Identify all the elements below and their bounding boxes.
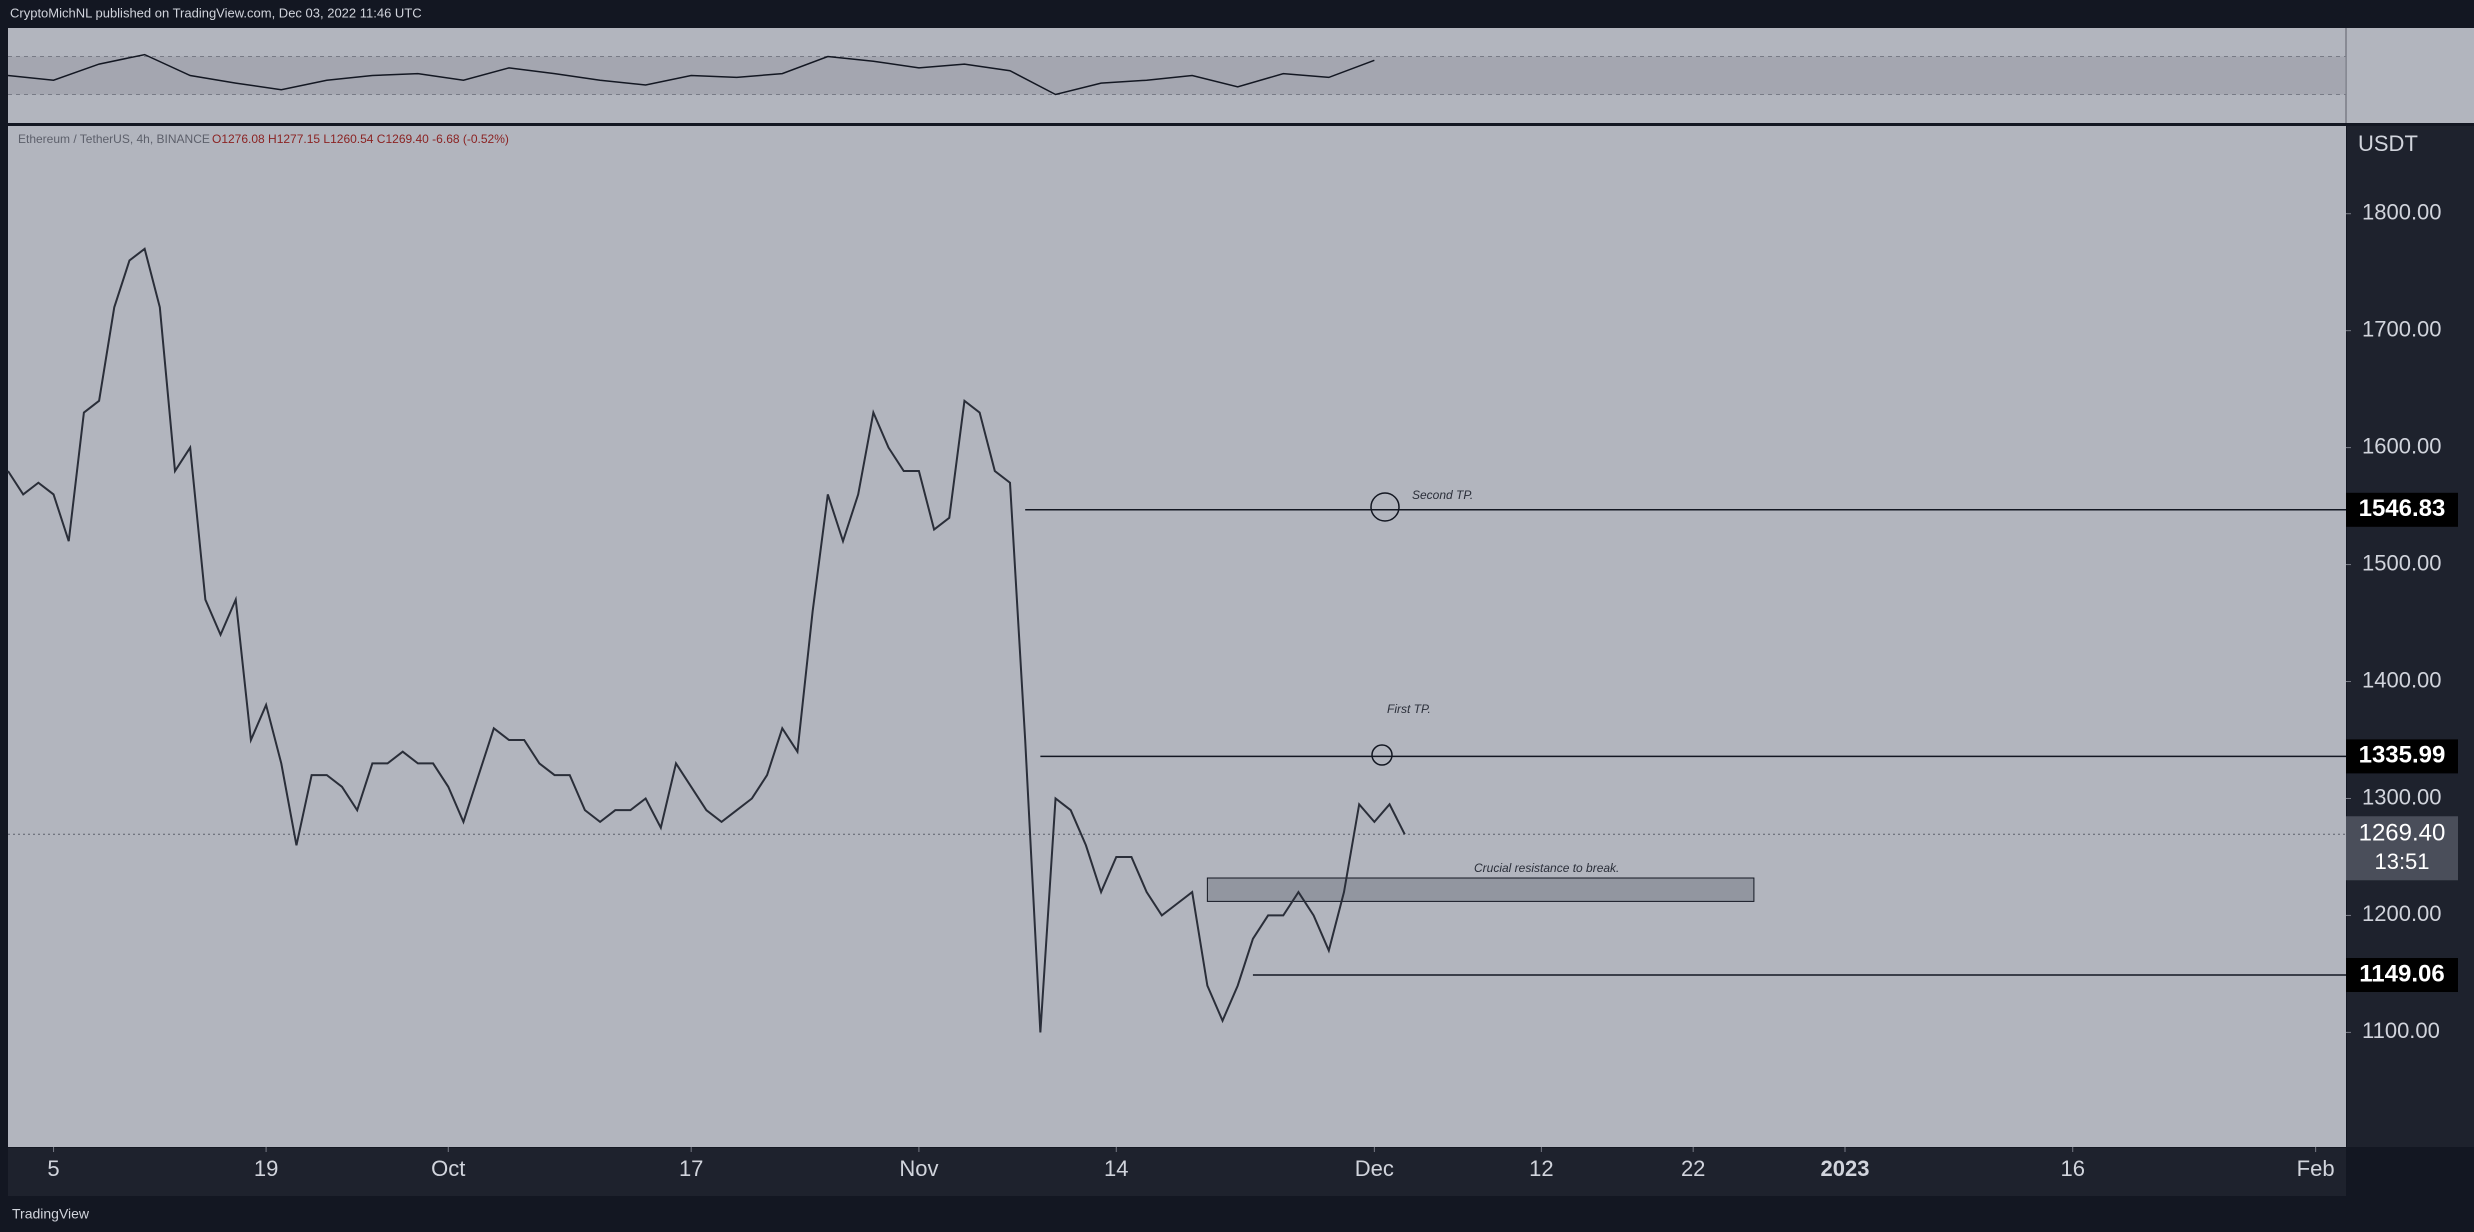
header: CryptoMichNL published on TradingView.co…	[10, 5, 422, 20]
annotation: First TP.	[1387, 702, 1431, 716]
level-label-box	[2346, 958, 2458, 993]
x-tick-label: 2023	[1821, 1156, 1870, 1181]
symbol: Ethereum / TetherUS, 4h, BINANCE	[18, 132, 210, 146]
footer: TradingView	[12, 1206, 90, 1222]
x-tick-label: 16	[2060, 1156, 2084, 1181]
price-line	[7, 247, 1406, 1033]
y-axis-unit: USDT	[2358, 131, 2418, 156]
x-tick-label: Feb	[2297, 1156, 2335, 1181]
x-tick-label: Dec	[1355, 1156, 1394, 1181]
x-tick-label: Nov	[899, 1156, 938, 1181]
y-tick-label: 1500.00	[2362, 550, 2442, 575]
y-tick-label: 1400.00	[2362, 667, 2442, 692]
x-tick-label: 14	[1104, 1156, 1128, 1181]
x-tick-label: 22	[1681, 1156, 1705, 1181]
last-price-box	[2346, 816, 2458, 881]
y-tick-label: 1800.00	[2362, 200, 2442, 225]
level-label: 1149.06	[2359, 960, 2444, 987]
price-axis	[2347, 126, 2474, 1147]
time-axis	[8, 1148, 2346, 1196]
x-tick-label: 17	[679, 1156, 703, 1181]
x-tick-label: 12	[1529, 1156, 1553, 1181]
x-tick-label: Oct	[431, 1156, 465, 1181]
y-tick-label: 1200.00	[2362, 901, 2442, 926]
level-label: 1546.83	[2359, 495, 2446, 522]
annotation: Crucial resistance to break.	[1474, 861, 1619, 875]
annotation: Second TP.	[1412, 488, 1473, 502]
y-tick-label: 1100.00	[2362, 1018, 2440, 1043]
x-tick-label: 5	[47, 1156, 59, 1181]
last-price-label: 1269.40	[2359, 820, 2446, 847]
tp-icon	[1370, 492, 1400, 522]
price-pane	[8, 126, 2346, 1147]
y-tick-label: 1300.00	[2362, 784, 2442, 809]
rsi-line	[7, 53, 1375, 96]
countdown: 13:51	[2374, 849, 2429, 874]
y-tick-label: 1600.00	[2362, 433, 2442, 458]
rsi-band	[8, 56, 2346, 95]
tp-icon	[1371, 744, 1393, 766]
level-label-box	[2346, 492, 2458, 527]
ohlc: O1276.08 H1277.15 L1260.54 C1269.40 -6.6…	[212, 132, 509, 146]
x-tick-label: 19	[254, 1156, 278, 1181]
level-label-box	[2346, 739, 2458, 774]
y-tick-label: 1700.00	[2362, 316, 2442, 341]
level-label: 1335.99	[2359, 742, 2446, 769]
resistance-zone	[1206, 877, 1755, 902]
